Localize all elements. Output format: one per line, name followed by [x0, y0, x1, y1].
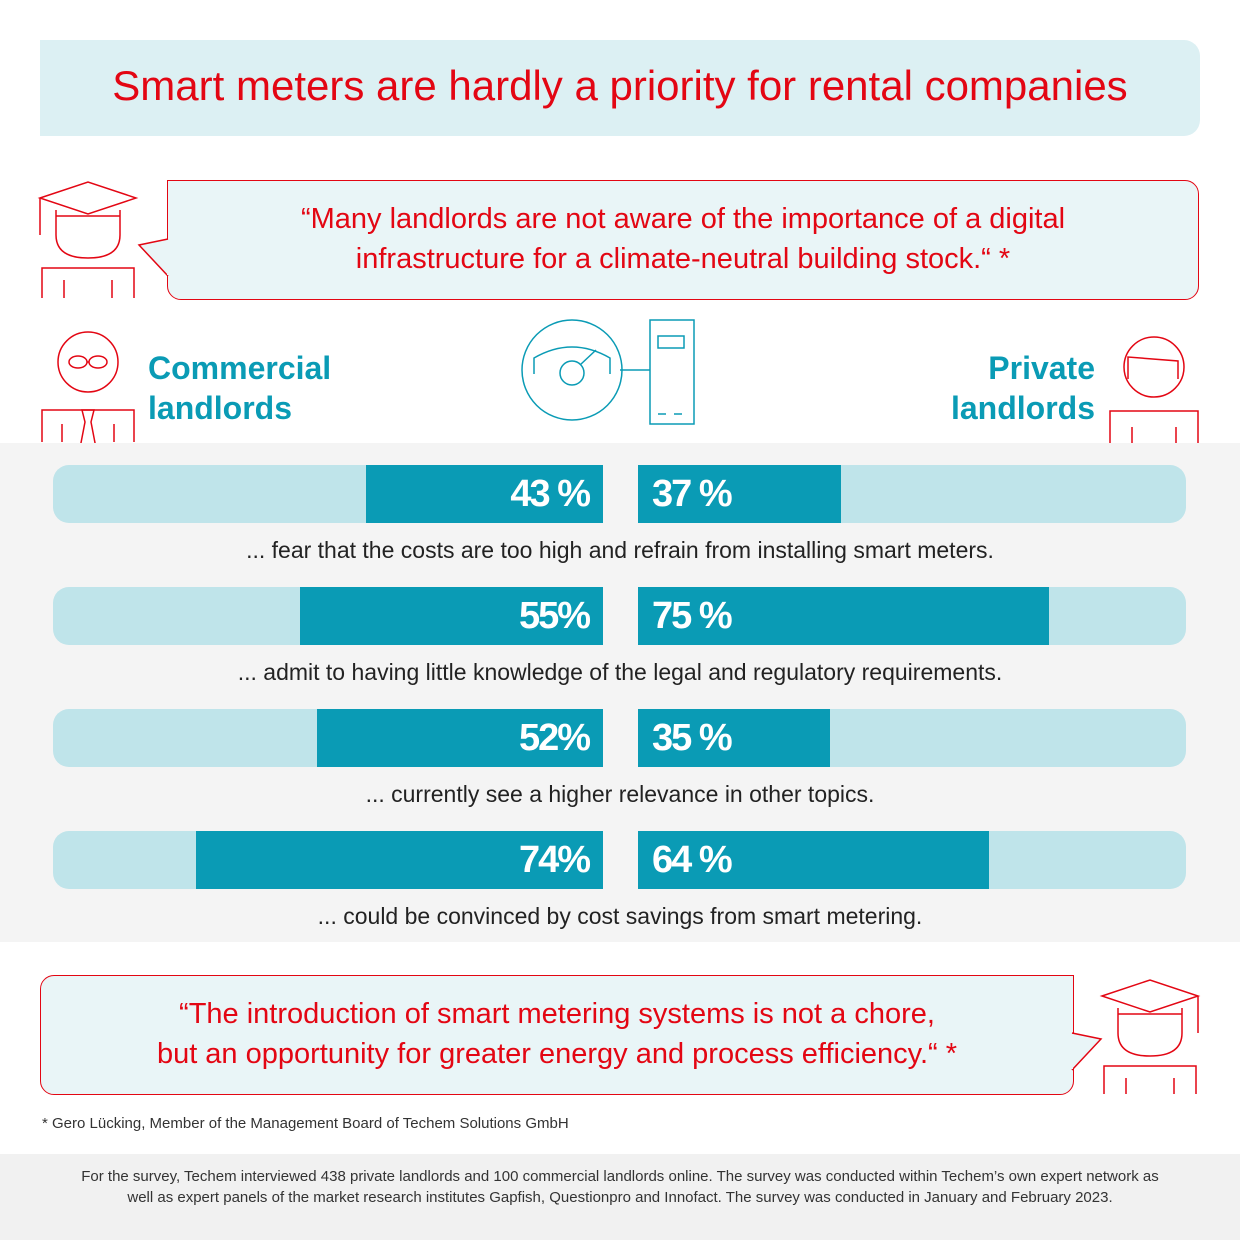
bar-label-private: 64 % — [652, 839, 733, 881]
smart-meter-icon — [521, 319, 695, 425]
bar-private — [638, 465, 841, 523]
bar-caption: ... could be convinced by cost savings f… — [317, 903, 923, 929]
bar-label-private: 37 % — [652, 473, 733, 515]
bar-track-private: 37 % — [638, 465, 1186, 523]
bar-private — [638, 587, 1049, 645]
bar-commercial — [317, 709, 603, 767]
speech-bubble-tail-left — [137, 238, 170, 277]
chart-area: 43 % 37 % ... fear that the costs are too … — [0, 443, 1240, 942]
survey-note-band: For the survey, Techem interviewed 438 p… — [0, 1154, 1240, 1240]
bar-caption: ... fear that the costs are too high and… — [246, 537, 994, 563]
label-private-line2: landlords — [950, 390, 1095, 426]
commercial-landlord-icon — [41, 331, 135, 460]
label-private-line1: Private — [988, 350, 1095, 386]
bar-commercial — [196, 831, 603, 889]
quote-bottom-line1: “The introduction of smart metering syst… — [179, 998, 935, 1030]
quote-top-line1: “Many landlords are not aware of the imp… — [300, 203, 1066, 235]
bar-track-private: 75 % — [638, 587, 1186, 645]
quote-bubble-bottom: “The introduction of smart metering syst… — [40, 975, 1074, 1095]
quote-top-line2: infrastructure for a climate-neutral bui… — [355, 243, 1011, 275]
survey-note: For the survey, Techem interviewed 438 p… — [81, 1168, 1159, 1206]
bar-label-commercial: 74% — [518, 839, 591, 881]
bar-track-commercial: 52% — [53, 709, 603, 767]
bar-label-commercial: 55% — [518, 595, 591, 637]
label-commercial-line2: landlords — [148, 390, 293, 426]
bar-commercial — [300, 587, 603, 645]
footnote: * Gero Lücking, Member of the Management… — [42, 1115, 569, 1132]
label-private-landlords: Private landlords — [951, 348, 1095, 428]
page-title: Smart meters are hardly a priority for r… — [112, 62, 1128, 109]
graduate-person-icon — [37, 181, 139, 298]
bar-label-private: 75 % — [652, 595, 733, 637]
bar-caption: ... admit to having little knowledge of … — [237, 659, 1003, 685]
title-box: Smart meters are hardly a priority for r… — [40, 40, 1200, 136]
speech-bubble-tail-right — [1070, 1032, 1103, 1071]
bar-label-commercial: 43 % — [510, 473, 591, 515]
label-commercial-landlords: Commercial landlords — [148, 348, 331, 428]
bar-label-private: 35 % — [652, 717, 733, 759]
private-landlord-icon — [1109, 336, 1199, 443]
bar-track-commercial: 74% — [53, 831, 603, 889]
bar-private — [638, 831, 989, 889]
bar-caption: ... currently see a higher relevance in … — [365, 781, 875, 807]
bar-private — [638, 709, 830, 767]
bar-track-private: 35 % — [638, 709, 1186, 767]
bar-track-commercial: 43 % — [53, 465, 603, 523]
quote-bottom-line2: but an opportunity for greater energy an… — [156, 1038, 958, 1070]
graduate-person-icon-bottom — [1099, 979, 1201, 1094]
label-commercial-line1: Commercial — [148, 350, 332, 386]
bar-label-commercial: 52% — [518, 717, 591, 759]
bar-commercial — [366, 465, 603, 523]
bar-track-commercial: 55% — [53, 587, 603, 645]
quote-bubble-top: “Many landlords are not aware of the imp… — [167, 180, 1199, 300]
bar-track-private: 64 % — [638, 831, 1186, 889]
